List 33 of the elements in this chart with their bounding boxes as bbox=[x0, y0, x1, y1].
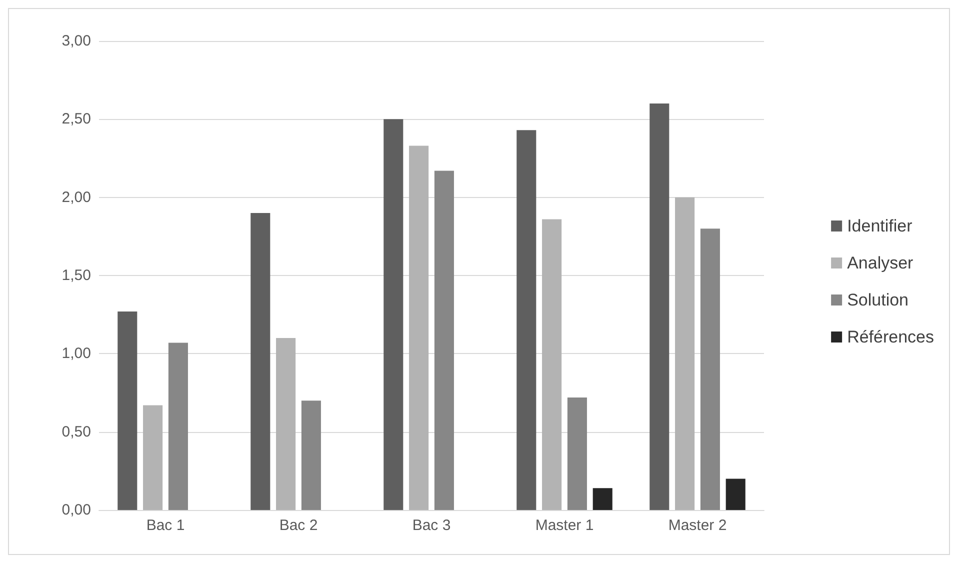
y-tick-label: 2,00 bbox=[62, 188, 91, 206]
bar bbox=[250, 212, 270, 510]
bar bbox=[567, 397, 587, 510]
bar bbox=[592, 488, 612, 510]
y-tick-label: 1,50 bbox=[62, 267, 91, 284]
bar bbox=[542, 219, 562, 510]
y-tick-label: 0,50 bbox=[62, 423, 91, 440]
bar bbox=[675, 197, 695, 510]
x-tick-label: Bac 2 bbox=[279, 517, 318, 534]
bar bbox=[726, 478, 746, 510]
bar bbox=[409, 146, 429, 510]
x-tick-label: Master 2 bbox=[668, 517, 727, 534]
x-tick-label: Master 1 bbox=[535, 517, 594, 534]
x-tick-label: Bac 3 bbox=[412, 517, 451, 534]
bar bbox=[143, 405, 163, 510]
legend-label: Identifier bbox=[847, 216, 913, 236]
legend-label: Solution bbox=[847, 290, 909, 310]
bar bbox=[700, 228, 720, 510]
y-tick-label: 2,50 bbox=[62, 110, 91, 128]
x-tick-label: Bac 1 bbox=[146, 517, 185, 534]
bar bbox=[434, 170, 454, 510]
bar bbox=[168, 342, 188, 510]
bar bbox=[118, 311, 138, 510]
legend-label: Analyser bbox=[847, 254, 914, 272]
y-tick-label: 0,00 bbox=[62, 502, 91, 518]
bar bbox=[650, 104, 670, 510]
bar bbox=[301, 400, 321, 510]
y-tick-label: 1,00 bbox=[62, 345, 91, 362]
bar bbox=[516, 130, 536, 510]
bar bbox=[276, 338, 296, 510]
legend-label: Références bbox=[847, 328, 934, 346]
bar bbox=[384, 119, 404, 510]
y-tick-label: 3,00 bbox=[62, 32, 91, 50]
